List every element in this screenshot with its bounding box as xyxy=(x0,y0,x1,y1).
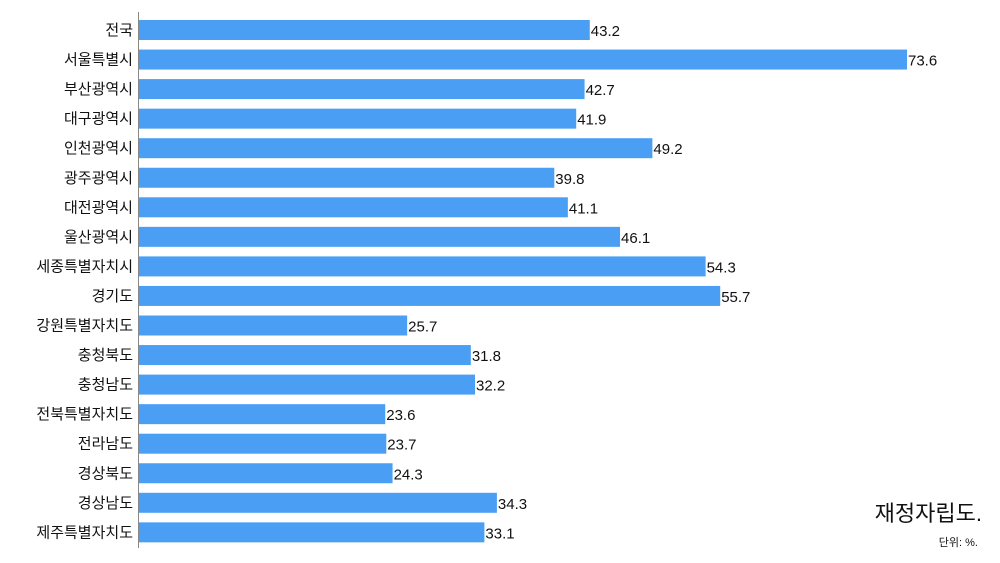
bar xyxy=(139,108,577,129)
value-label: 32.2 xyxy=(476,378,505,395)
value-label: 24.3 xyxy=(394,466,423,483)
bar xyxy=(139,256,706,277)
bar xyxy=(139,197,568,218)
category-label: 서울특별시 xyxy=(64,52,133,69)
category-label: 인천광역시 xyxy=(64,140,133,157)
value-label: 31.8 xyxy=(472,348,501,365)
value-label: 33.1 xyxy=(485,525,514,542)
category-label: 경상남도 xyxy=(78,495,133,512)
bar xyxy=(139,345,471,366)
value-label: 34.3 xyxy=(498,496,527,513)
value-label: 46.1 xyxy=(621,230,650,247)
value-label: 25.7 xyxy=(408,319,437,336)
bar xyxy=(139,404,386,425)
bar xyxy=(139,226,621,247)
value-label: 54.3 xyxy=(707,259,736,276)
value-label: 55.7 xyxy=(721,289,750,306)
category-label: 울산광역시 xyxy=(64,229,133,246)
bar xyxy=(139,463,393,484)
category-label: 경상북도 xyxy=(78,465,133,482)
category-label: 강원특별자치도 xyxy=(36,318,133,335)
value-label: 43.2 xyxy=(591,23,620,40)
value-label: 49.2 xyxy=(653,141,682,158)
bar xyxy=(139,433,387,454)
bar xyxy=(139,285,721,306)
category-label: 세종특별자치시 xyxy=(36,258,133,275)
category-label: 전북특별자치도 xyxy=(36,406,133,423)
value-label: 23.6 xyxy=(386,407,415,424)
category-label: 광주광역시 xyxy=(64,170,133,187)
category-label: 대전광역시 xyxy=(64,199,133,216)
category-label: 제주특별자치도 xyxy=(36,524,133,541)
value-label: 39.8 xyxy=(555,171,584,188)
bar xyxy=(139,20,590,40)
bar xyxy=(139,49,907,70)
value-label: 42.7 xyxy=(586,82,615,99)
category-label: 대구광역시 xyxy=(64,111,133,128)
bar xyxy=(139,374,475,395)
value-label: 41.1 xyxy=(569,200,598,217)
category-label: 충청남도 xyxy=(78,377,133,394)
bar xyxy=(139,492,497,513)
value-label: 41.9 xyxy=(577,112,606,129)
category-label: 경기도 xyxy=(92,288,134,305)
category-label: 충청북도 xyxy=(78,347,133,364)
value-label: 23.7 xyxy=(387,437,416,454)
category-label: 전라남도 xyxy=(78,436,133,453)
bar xyxy=(139,522,485,543)
bar xyxy=(139,315,408,336)
unit-note: 단위: %. xyxy=(938,537,978,549)
bar xyxy=(139,79,585,100)
category-label: 전국 xyxy=(105,22,133,39)
chart-title: 재정자립도. xyxy=(874,501,982,526)
value-label: 73.6 xyxy=(908,53,937,70)
category-label: 부산광역시 xyxy=(64,81,133,98)
bar xyxy=(139,138,653,159)
bar xyxy=(139,167,555,188)
